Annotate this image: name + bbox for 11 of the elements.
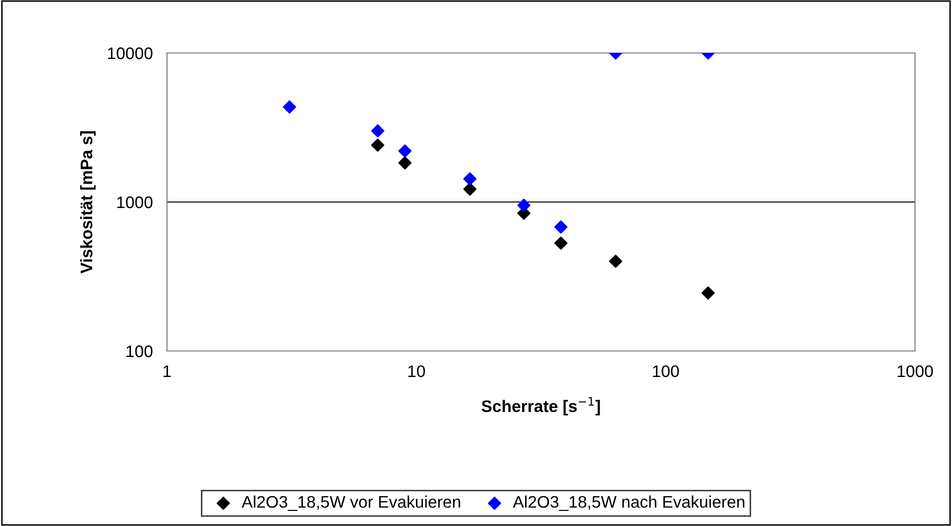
x-tick-label: 1000	[898, 365, 933, 378]
y-tick-label: 100	[126, 345, 152, 358]
y-tick-label: 1000	[117, 196, 152, 208]
x-tick-label: 100	[653, 365, 679, 378]
legend-label: Al2O3_18,5W nach Evakuieren	[512, 496, 744, 511]
x-tick-label: 1	[164, 366, 171, 377]
x-axis-title: Scherrate [s$^{−1}$]	[482, 397, 600, 416]
x-tick-label: 10	[408, 365, 425, 378]
y-tick-label: 10000	[108, 47, 152, 60]
y-axis-title: Viskosität [mPa s]	[80, 131, 96, 274]
legend-label: Al2O3_18,5W vor Evakuieren	[242, 496, 460, 511]
